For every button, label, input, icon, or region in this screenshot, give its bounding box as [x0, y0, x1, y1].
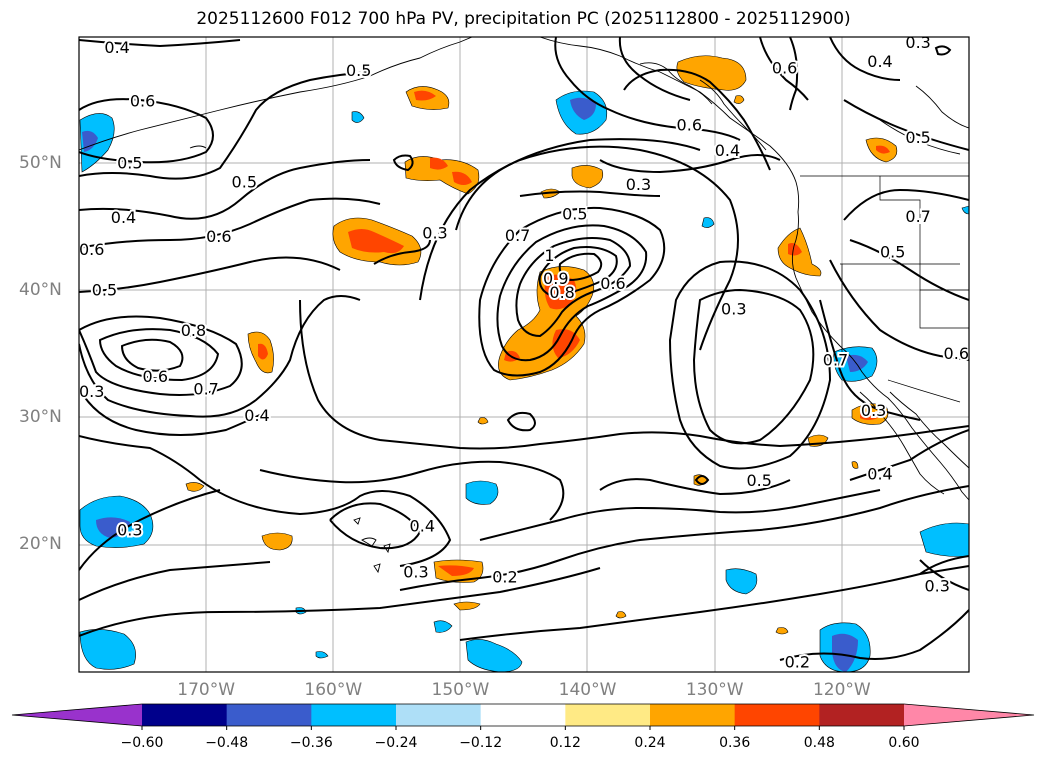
contour-label: 0.6 [143, 367, 168, 386]
colorbar-segment [396, 704, 482, 726]
contour-label: 0.4 [111, 208, 136, 227]
contour-label: 0.5 [905, 128, 930, 147]
contour-label: 0.6 [206, 227, 231, 246]
contour-label: 0.3 [79, 382, 104, 401]
contour-label: 0.2 [785, 653, 810, 672]
contour-label: 0.3 [924, 576, 949, 595]
longitude-tick-label: 140°W [558, 680, 617, 700]
contour-label: 0.3 [422, 223, 447, 242]
contour-labels: 0.4 0.6 0.5 0.5 0.4 0.6 0.6 0.5 0.8 0.6 0.7 0.4 0.3 0… [79, 33, 969, 672]
contour-label: 0.8 [549, 283, 574, 302]
borders [800, 175, 969, 403]
contour-label: 0.6 [944, 344, 969, 363]
contour-label: 0.5 [746, 471, 771, 490]
contour-label: 0.3 [905, 33, 930, 52]
gridlines [79, 37, 969, 672]
contour-label: 0.3 [403, 562, 428, 581]
contour-label: 0.6 [772, 58, 797, 77]
contour-label: 0.5 [346, 61, 371, 80]
latitude-tick-label: 30°N [19, 407, 62, 427]
colorbar-tick-label: −0.36 [289, 735, 333, 751]
longitude-tick-label: 120°W [812, 680, 871, 700]
colorbar [11, 703, 1035, 730]
contour-label: 0.3 [117, 521, 142, 540]
colorbar-extend-low [12, 704, 142, 726]
colorbar-segment [565, 704, 651, 726]
colorbar-segment [311, 704, 397, 726]
contour-label: 0.3 [721, 300, 746, 319]
contour-label: 0.5 [117, 154, 142, 173]
contour-label: 0.6 [130, 91, 155, 110]
colorbar-tick-label: −0.48 [205, 735, 249, 751]
colorbar-tick-label: −0.60 [120, 735, 164, 751]
longitude-tick-label: 160°W [304, 680, 363, 700]
pv-contours [79, 37, 969, 661]
contour-label: 0.9 [543, 269, 568, 288]
colorbar-tick-label: 0.36 [719, 735, 751, 751]
contour-label: 1 [544, 246, 554, 265]
map-title: 2025112600 F012 700 hPa PV, precipitatio… [196, 9, 851, 29]
contour-label: 0.7 [905, 207, 930, 226]
longitude-tick-label: 130°W [685, 680, 744, 700]
contour-label: 0.4 [867, 465, 892, 484]
contour-label: 0.4 [244, 406, 269, 425]
contour-label: 0.5 [562, 204, 587, 223]
contour-label: 0.4 [867, 52, 892, 71]
contour-label: 0.8 [181, 321, 206, 340]
contour-label: 0.6 [79, 240, 104, 259]
colorbar-segment [226, 704, 312, 726]
latitude-tick-label: 20°N [19, 534, 62, 554]
contour-label: 0.7 [505, 226, 530, 245]
colorbar-segment [819, 704, 905, 726]
latitude-tick-label: 50°N [19, 153, 62, 173]
colorbar-tick-label: −0.24 [374, 735, 418, 751]
colorbar-segment [142, 704, 228, 726]
contour-label: 0.6 [677, 115, 702, 134]
colorbar-tick-label: 0.12 [549, 735, 581, 751]
contour-label: 0.5 [92, 281, 117, 300]
plot-frame [78, 36, 970, 673]
colorbar-tick-label: 0.48 [803, 735, 835, 751]
contour-label: 0.4 [104, 38, 129, 57]
contour-label: 0.5 [232, 173, 257, 192]
contour-label: 0.3 [861, 401, 886, 420]
contour-label: 0.7 [823, 350, 848, 369]
colorbar-segment [650, 704, 736, 726]
contour-label: 0.4 [410, 517, 435, 536]
contour-label: 0.3 [626, 175, 651, 194]
longitude-tick-label: 170°W [177, 680, 236, 700]
latitude-tick-label: 40°N [19, 280, 62, 300]
longitude-tick-label: 150°W [431, 680, 490, 700]
contour-label: 0.7 [193, 380, 218, 399]
contour-label: 0.5 [880, 242, 905, 261]
colorbar-segment [480, 704, 566, 726]
colorbar-segment [734, 704, 820, 726]
colorbar-tick-label: 0.60 [888, 735, 920, 751]
contour-label: 0.4 [715, 141, 740, 160]
contour-label: 0.2 [492, 568, 517, 587]
colorbar-tick-label: 0.24 [634, 735, 666, 751]
colorbar-tick-label: −0.12 [459, 735, 503, 751]
colorbar-extend-high [904, 704, 1034, 726]
contour-label: 0.6 [600, 274, 625, 293]
